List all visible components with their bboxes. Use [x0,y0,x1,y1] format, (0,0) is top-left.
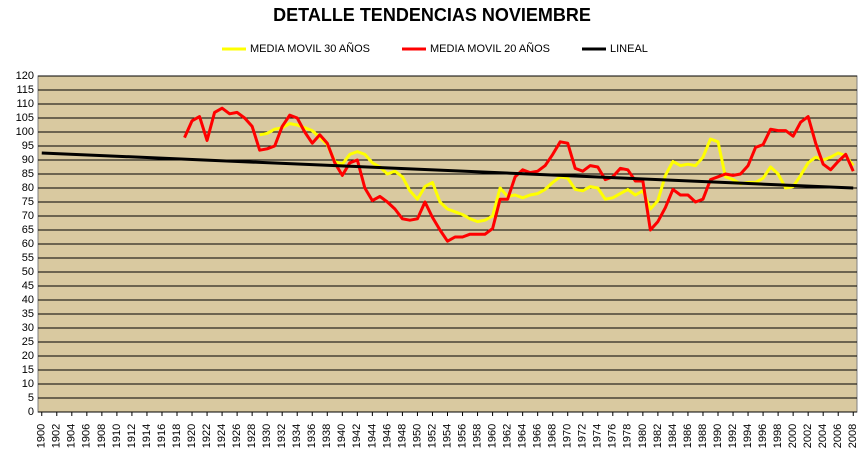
x-tick-label: 1926 [231,424,243,448]
x-tick-label: 1900 [36,424,48,448]
y-tick-label: 55 [22,252,34,264]
y-tick-label: 80 [22,182,34,194]
y-tick-label: 60 [22,238,34,250]
y-tick-label: 105 [16,112,34,124]
x-tick-label: 1972 [577,424,589,448]
x-tick-label: 1974 [592,424,604,448]
x-tick-label: 1980 [637,424,649,448]
x-tick-label: 1960 [486,424,498,448]
x-tick-label: 1920 [186,424,198,448]
y-tick-label: 95 [22,140,34,152]
x-tick-label: 2006 [832,424,844,448]
x-tick-label: 2002 [802,424,814,448]
y-tick-label: 45 [22,280,34,292]
x-tick-label: 1976 [607,424,619,448]
x-tick-label: 1904 [66,424,78,448]
x-tick-label: 2008 [847,424,859,448]
x-tick-label: 1912 [126,424,138,448]
x-tick-label: 1970 [562,424,574,448]
x-tick-label: 1952 [426,424,438,448]
y-tick-label: 115 [16,84,34,96]
x-tick-label: 1986 [682,424,694,448]
x-tick-label: 1908 [96,424,108,448]
x-tick-label: 1982 [652,424,664,448]
x-tick-label: 1984 [667,424,679,448]
y-tick-label: 65 [22,224,34,236]
x-tick-label: 1978 [622,424,634,448]
y-tick-label: 110 [16,98,34,110]
y-tick-label: 120 [16,70,34,82]
x-tick-label: 1940 [336,424,348,448]
x-tick-label: 1914 [141,424,153,448]
y-tick-label: 5 [28,392,34,404]
y-tick-label: 100 [16,126,34,138]
y-tick-label: 75 [22,196,34,208]
x-tick-label: 1916 [156,424,168,448]
x-tick-label: 1968 [547,424,559,448]
x-tick-label: 1950 [411,424,423,448]
y-tick-label: 30 [22,322,34,334]
y-tick-label: 25 [22,336,34,348]
y-tick-label: 90 [22,154,34,166]
y-tick-label: 0 [28,406,34,418]
x-tick-label: 2004 [817,424,829,448]
x-tick-label: 1918 [171,424,183,448]
y-tick-label: 35 [22,308,34,320]
x-tick-label: 1964 [517,424,529,448]
x-tick-label: 1958 [471,424,483,448]
chart-title: DETALLE TENDENCIAS NOVIEMBRE [273,5,591,25]
x-tick-label: 1946 [381,424,393,448]
y-tick-label: 50 [22,266,34,278]
x-tick-label: 2000 [787,424,799,448]
legend-label: MEDIA MOVIL 30 AÑOS [250,42,370,55]
x-tick-label: 1910 [111,424,123,448]
x-tick-label: 1954 [441,424,453,448]
x-tick-label: 1934 [291,424,303,448]
x-tick-label: 1902 [51,424,63,448]
x-tick-label: 1936 [306,424,318,448]
x-tick-label: 1928 [246,424,258,448]
x-tick-label: 1924 [216,424,228,448]
x-tick-label: 1998 [772,424,784,448]
y-tick-label: 20 [22,350,34,362]
x-tick-label: 1932 [276,424,288,448]
x-tick-label: 1938 [321,424,333,448]
x-tick-label: 1962 [502,424,514,448]
y-tick-label: 70 [22,210,34,222]
x-tick-label: 1966 [532,424,544,448]
x-tick-label: 1922 [201,424,213,448]
x-tick-label: 1956 [456,424,468,448]
y-tick-label: 85 [22,168,34,180]
y-tick-label: 40 [22,294,34,306]
x-tick-label: 1996 [757,424,769,448]
legend-label: MEDIA MOVIL 20 AÑOS [430,42,550,55]
x-tick-label: 1906 [81,424,93,448]
x-tick-label: 1988 [697,424,709,448]
y-tick-label: 10 [22,378,34,390]
x-tick-label: 1990 [712,424,724,448]
x-tick-label: 1942 [351,424,363,448]
y-tick-label: 15 [22,364,34,376]
x-tick-label: 1944 [366,424,378,448]
x-tick-label: 1930 [261,424,273,448]
legend-label: LINEAL [610,43,648,55]
x-tick-label: 1992 [727,424,739,448]
series-line [41,151,854,190]
x-tick-label: 1994 [742,424,754,448]
x-tick-label: 1948 [396,424,408,448]
